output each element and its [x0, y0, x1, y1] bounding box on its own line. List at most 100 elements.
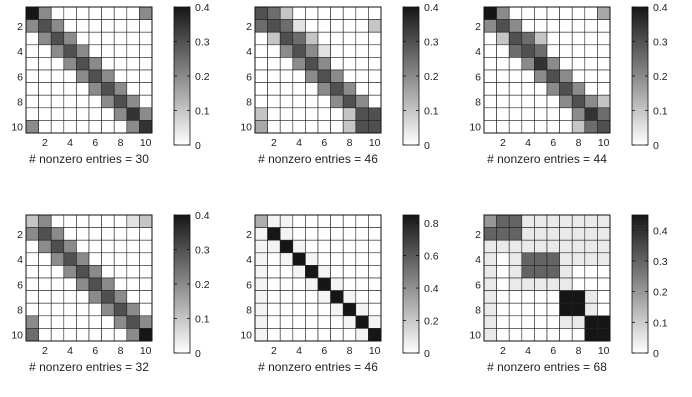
heatmap-cell-r6-c1	[254, 277, 268, 291]
heatmap-cell-r4-c8	[342, 44, 357, 58]
x-tick-label: 4	[296, 137, 302, 149]
heatmap-cell-r6-c10	[368, 69, 382, 83]
heatmap-cell-r9-c4	[63, 107, 77, 121]
y-tick-label: 6	[17, 279, 23, 291]
y-tick-label: 4	[246, 46, 252, 58]
heatmap-cell-r9-c9	[126, 315, 140, 329]
heatmap-cell-r8-c7	[101, 94, 115, 109]
heatmap-cell-r5-c10	[139, 265, 153, 279]
heatmap-cell-r9-c7	[330, 315, 344, 329]
heatmap-cell-r3-c5	[305, 239, 319, 254]
heatmap-cell-r1-c5	[534, 214, 548, 228]
heatmap-cell-r1-c5	[76, 214, 90, 228]
heatmap-cell-r9-c9	[584, 315, 598, 329]
heatmap-cell-r9-c3	[508, 107, 523, 121]
x-tick-label: 10	[369, 137, 381, 149]
heatmap-cell-r4-c5	[534, 44, 548, 58]
heatmap-cell-r7-c6	[546, 290, 560, 304]
heatmap-cell-r7-c4	[521, 290, 535, 304]
heatmap-cell-r10-c1	[254, 120, 268, 134]
heatmap-cell-r7-c2	[267, 82, 281, 96]
heatmap-cell-r5-c1	[25, 265, 39, 279]
heatmap-cell-r6-c5	[534, 277, 548, 291]
heatmap-cell-r7-c6	[88, 290, 102, 304]
heatmap-cell-r8-c2	[267, 302, 281, 317]
heatmap-cell-r5-c5	[534, 265, 548, 279]
heatmap-cell-r4-c9	[584, 44, 598, 58]
heatmap-cell-r1-c3	[508, 214, 523, 228]
heatmap-cell-r4-c6	[88, 252, 102, 266]
heatmap-cell-r5-c10	[139, 57, 153, 71]
heatmap-cell-r7-c1	[25, 82, 39, 96]
heatmap-cell-r9-c3	[50, 107, 65, 121]
heatmap-cell-r3-c4	[63, 31, 77, 46]
heatmap-cell-r5-c1	[483, 265, 497, 279]
heatmap-cell-r5-c10	[368, 57, 382, 71]
heatmap-cell-r2-c7	[330, 227, 344, 241]
heatmap-cell-r3-c6	[88, 31, 102, 46]
heatmap-cell-r7-c5	[76, 82, 90, 96]
heatmap-cell-r2-c6	[317, 227, 331, 241]
heatmap-cell-r7-c3	[508, 290, 523, 304]
heatmap-cell-r2-c1	[254, 227, 268, 241]
heatmap-cell-r1-c8	[571, 214, 586, 228]
colorbar-tick-label: 0.4	[195, 210, 210, 222]
x-axis-label: # nonzero entries = 68	[487, 360, 607, 374]
x-axis-label: # nonzero entries = 30	[29, 152, 149, 166]
x-tick-label: 8	[118, 345, 124, 357]
colorbar-tick-label: 0.4	[653, 225, 668, 237]
heatmap-cell-r8-c6	[88, 94, 102, 109]
heatmap-cell-r7-c3	[279, 290, 294, 304]
heatmap-cell-r3-c7	[101, 239, 115, 254]
heatmap-cell-r6-c6	[546, 277, 560, 291]
heatmap-cell-r10-c7	[330, 120, 344, 134]
heatmap-cell-r10-c6	[546, 328, 560, 342]
heatmap-cell-r2-c9	[355, 19, 369, 33]
heatmap-cell-r8-c1	[25, 94, 39, 109]
heatmap-cell-r3-c2	[496, 239, 510, 254]
heatmap-cell-r8-c1	[483, 302, 497, 317]
heatmap-cell-r3-c2	[267, 31, 281, 46]
heatmap-cell-r10-c10	[139, 328, 153, 342]
heatmap-cell-r7-c5	[305, 82, 319, 96]
heatmap-cell-r10-c4	[63, 120, 77, 134]
colorbar-tick-label: 0.2	[424, 316, 439, 328]
heatmap-cell-r4-c8	[342, 252, 357, 266]
heatmap-cell-r8-c3	[50, 94, 65, 109]
heatmap-cell-r2-c4	[63, 19, 77, 33]
heatmap-cell-r8-c3	[50, 302, 65, 317]
heatmap-cell-r4-c8	[113, 252, 128, 266]
heatmap-cell-r8-c10	[597, 302, 611, 317]
heatmap-cell-r2-c9	[355, 227, 369, 241]
heatmap-cell-r1-c7	[559, 214, 573, 228]
heatmap-cell-r6-c7	[101, 69, 115, 83]
heatmap-cell-r4-c3	[279, 252, 294, 266]
heatmap-cell-r3-c7	[559, 239, 573, 254]
heatmap-cell-r6-c10	[597, 277, 611, 291]
y-tick-label: 10	[11, 330, 23, 342]
y-tick-label: 8	[246, 97, 252, 109]
heatmap-cell-r5-c6	[546, 57, 560, 71]
heatmap-cell-r9-c4	[63, 315, 77, 329]
y-tick-label: 10	[240, 122, 252, 134]
heatmap-cell-r10-c9	[355, 328, 369, 342]
heatmap-cell-r9-c2	[496, 107, 510, 121]
heatmap-frame	[25, 6, 153, 134]
heatmap-cell-r9-c9	[355, 107, 369, 121]
x-tick-label: 8	[118, 137, 124, 149]
heatmap-cell-r7-c10	[597, 82, 611, 96]
heatmap-cell-r5-c5	[305, 265, 319, 279]
heatmap-cell-r9-c1	[25, 107, 39, 121]
heatmap-cell-r8-c3	[279, 302, 294, 317]
heatmap-cell-r4-c5	[305, 44, 319, 58]
heatmap-cells	[254, 6, 382, 134]
heatmap-cell-r4-c6	[317, 44, 331, 58]
heatmap-cell-r9-c5	[76, 107, 90, 121]
heatmap-cell-r6-c4	[63, 277, 77, 291]
heatmap-cell-r3-c4	[521, 31, 535, 46]
heatmap-cell-r4-c2	[496, 252, 510, 266]
heatmap-cell-r3-c1	[483, 31, 497, 46]
colorbar-tick-label: 0.2	[195, 279, 210, 291]
heatmap-cell-r9-c7	[101, 107, 115, 121]
heatmap-cell-r8-c6	[317, 94, 331, 109]
